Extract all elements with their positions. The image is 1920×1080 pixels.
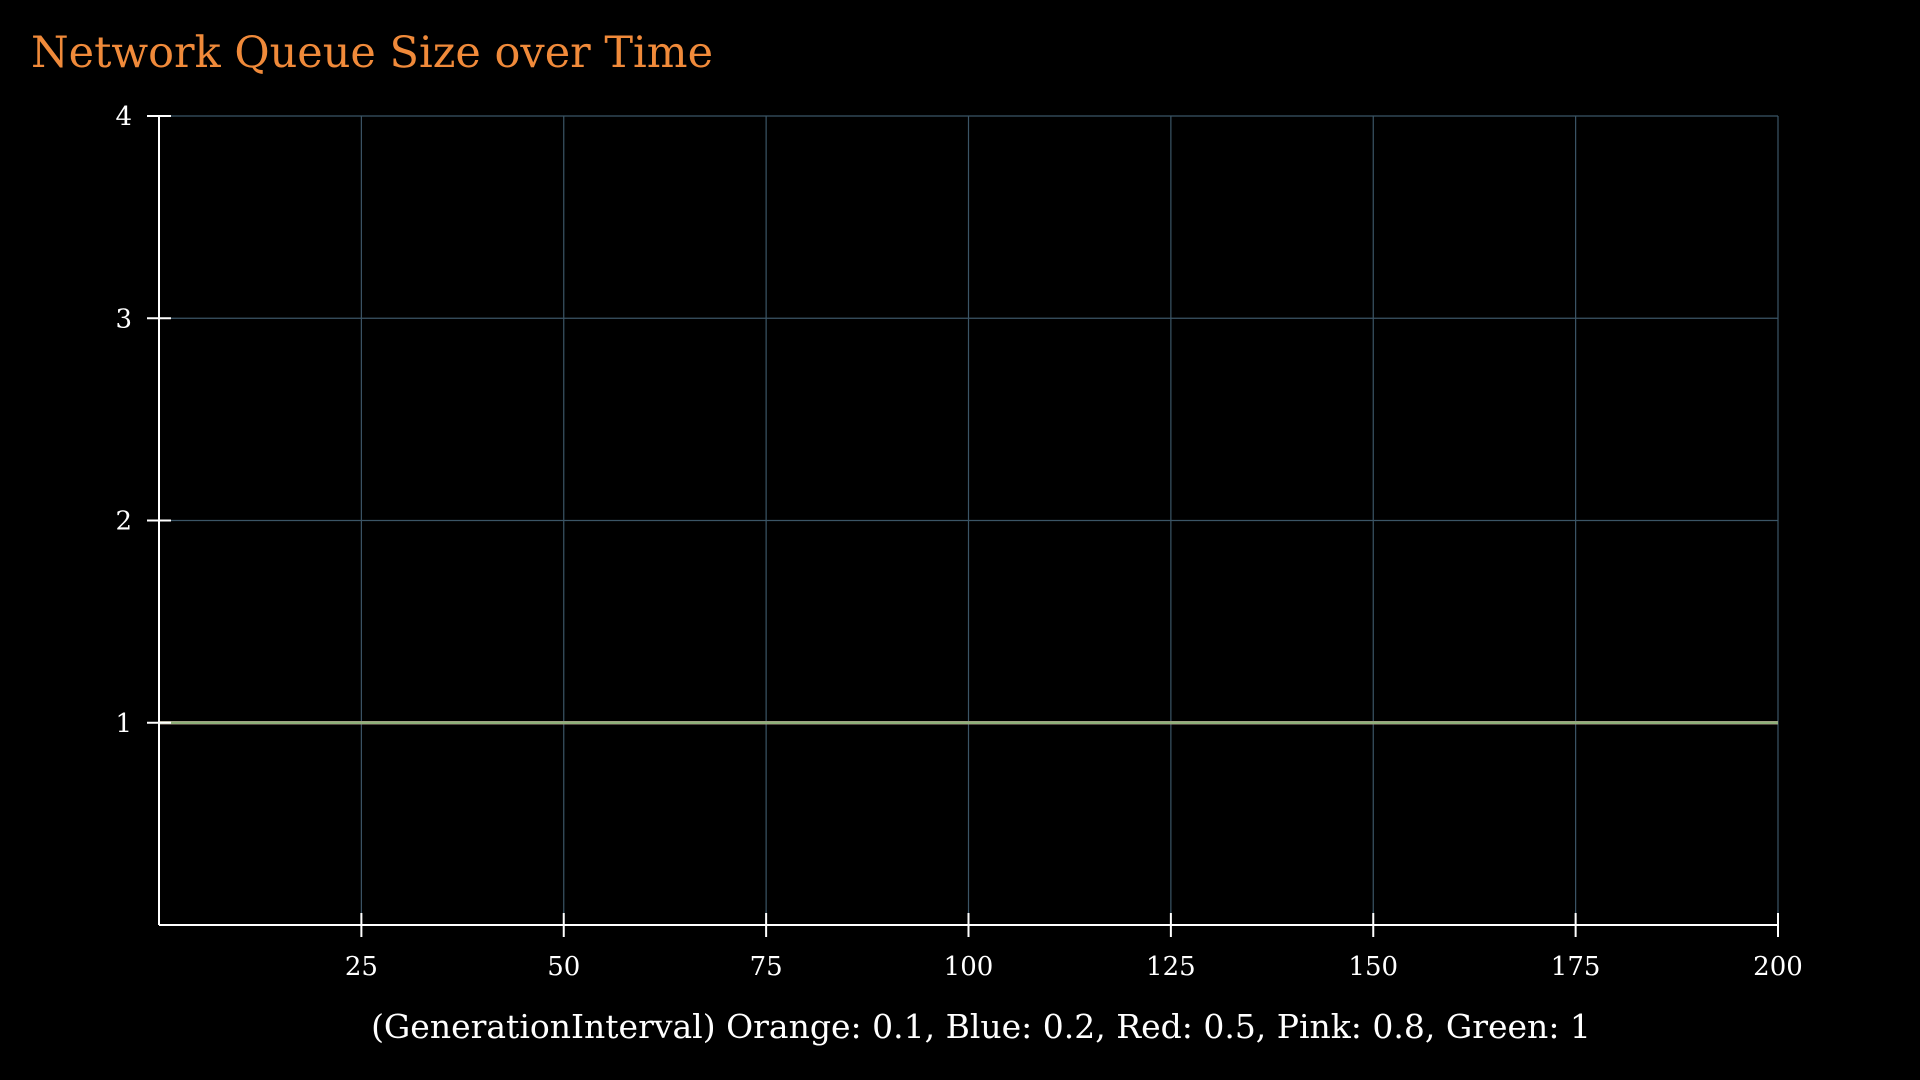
x-tick-label-6: 175	[1551, 952, 1601, 982]
x-tick-label-4: 125	[1146, 952, 1196, 982]
x-tick-label-7: 200	[1753, 952, 1803, 982]
grid-lines	[159, 115, 1779, 925]
y-tick-label-3: 4	[115, 102, 132, 132]
x-tick-label-3: 100	[944, 952, 994, 982]
ticks	[147, 115, 1779, 937]
x-tick-label-2: 75	[750, 952, 783, 982]
chart-title: Network Queue Size over Time	[31, 28, 714, 78]
x-tick-label-5: 150	[1348, 952, 1398, 982]
y-tick-label-1: 2	[115, 507, 132, 537]
x-tick-label-1: 50	[547, 952, 580, 982]
y-tick-label-0: 1	[115, 709, 132, 739]
x-axis-label: (GenerationInterval) Orange: 0.1, Blue: …	[371, 1007, 1591, 1046]
x-tick-label-0: 25	[345, 952, 378, 982]
y-tick-label-2: 3	[115, 304, 132, 334]
tick-labels: 25 50 75 100 125 150 175 200 1 2 3 4	[115, 102, 1802, 982]
